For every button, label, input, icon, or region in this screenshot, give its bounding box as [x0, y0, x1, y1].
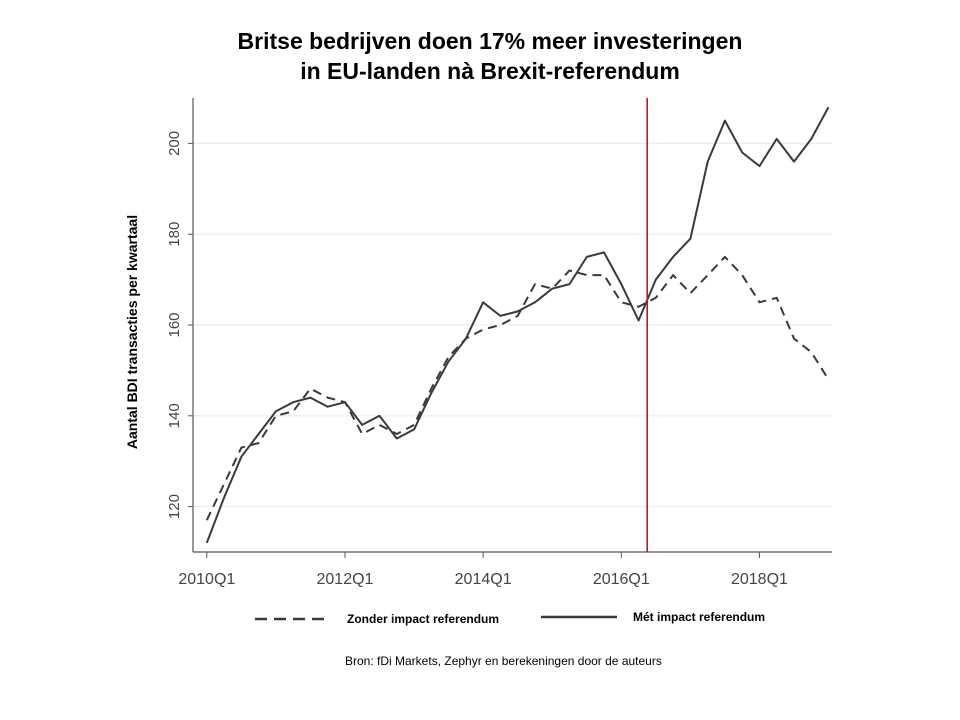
y-tick-label-120: 120 — [166, 494, 183, 519]
legend-dashed-swatch — [255, 617, 331, 621]
source-note: Bron: fDi Markets, Zephyr en berekeninge… — [345, 654, 662, 668]
x-tick-label-3: 2016Q1 — [593, 571, 650, 588]
x-tick-label-1: 2012Q1 — [317, 571, 374, 588]
y-tick-label-180: 180 — [166, 222, 183, 247]
y-tick-label-140: 140 — [166, 403, 183, 428]
legend-label-met: Mét impact referendum — [633, 610, 766, 624]
chart-title-line-2: in EU-landen nà Brexit-referendum — [300, 58, 680, 84]
legend-label-zonder: Zonder impact referendum — [347, 612, 500, 626]
legend-solid-swatch — [541, 615, 617, 619]
x-tick-label-2: 2014Q1 — [455, 571, 512, 588]
x-tick-label-0: 2010Q1 — [178, 571, 235, 588]
y-tick-label-160: 160 — [166, 312, 183, 337]
x-tick-label-4: 2018Q1 — [731, 571, 788, 588]
legend-item-zonder: Zonder impact referendum — [255, 612, 499, 626]
series-line-met — [205, 106, 830, 544]
y-tick-label-200: 200 — [166, 131, 183, 156]
chart-title-line-1: Britse bedrijven doen 17% meer investeri… — [237, 28, 743, 54]
legend-item-met: Mét impact referendum — [541, 610, 765, 624]
chart-title: Britse bedrijven doen 17% meer investeri… — [140, 26, 840, 86]
series-line-zonder — [205, 255, 830, 521]
